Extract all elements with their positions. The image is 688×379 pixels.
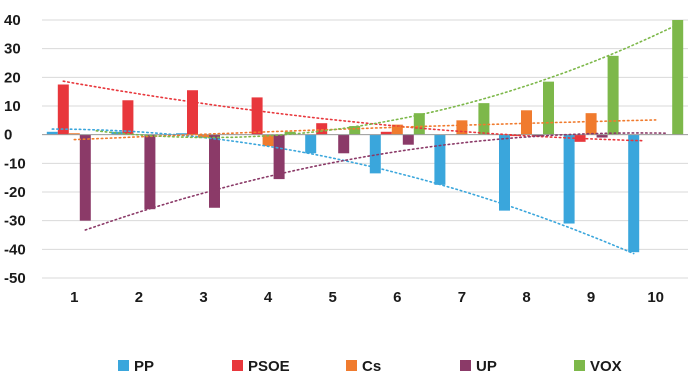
- x-tick-label: 4: [264, 289, 273, 306]
- bar-cs-6: [391, 124, 403, 135]
- legend: PP PSOE Cs UP VOX: [118, 358, 622, 375]
- bar-pp-5: [305, 134, 317, 154]
- legend-swatch-cs: [346, 360, 357, 371]
- trendlines: [51, 23, 679, 255]
- y-tick-label: 0: [4, 127, 12, 144]
- x-axis: 1 2 3 4 5 6 7 8 9 10: [70, 289, 664, 306]
- legend-label-pp: PP: [134, 358, 154, 375]
- x-tick-label: 7: [458, 289, 466, 306]
- x-tick-label: 5: [329, 289, 337, 306]
- bar-psoe-6: [380, 131, 392, 135]
- bar-pp-9: [563, 134, 575, 224]
- legend-swatch-pp: [118, 360, 129, 371]
- x-tick-label: 8: [522, 289, 530, 306]
- bar-psoe-1: [57, 84, 69, 135]
- bar-cs-3: [198, 134, 209, 138]
- gridlines: [42, 19, 688, 279]
- bar-vox-6: [413, 113, 425, 135]
- bar-psoe-9: [574, 134, 586, 142]
- bar-psoe-5: [316, 123, 328, 135]
- bar-vox-7: [478, 103, 490, 135]
- bar-pp-6: [369, 134, 381, 174]
- x-tick-label: 10: [647, 289, 664, 306]
- x-tick-label: 2: [135, 289, 143, 306]
- y-tick-label: -20: [4, 184, 26, 201]
- bar-up-1: [79, 134, 91, 221]
- bar-pp-10: [628, 134, 640, 253]
- bar-psoe-2: [122, 100, 134, 135]
- bar-psoe-4: [251, 97, 263, 135]
- legend-swatch-vox: [574, 360, 585, 371]
- y-tick-label: -40: [4, 241, 26, 258]
- trendline-psoe: [62, 80, 646, 142]
- bar-psoe-3: [187, 90, 198, 135]
- legend-label-vox: VOX: [590, 358, 622, 375]
- bars: [46, 20, 684, 253]
- bar-pp-8: [499, 134, 510, 211]
- bar-vox-8: [543, 81, 554, 135]
- bar-pp-7: [434, 134, 446, 185]
- y-tick-label: 20: [4, 69, 21, 86]
- x-tick-label: 3: [199, 289, 207, 306]
- y-axis: 40 30 20 10 0 -10 -20 -30 -40 -50: [4, 12, 26, 287]
- legend-swatch-up: [460, 360, 471, 371]
- x-tick-label: 1: [70, 289, 78, 306]
- y-tick-label: -50: [4, 270, 26, 287]
- bar-up-3: [209, 134, 220, 208]
- bar-vox-4: [284, 131, 296, 135]
- bar-cs-8: [521, 110, 532, 135]
- bar-up-2: [144, 134, 156, 210]
- x-tick-label: 9: [587, 289, 595, 306]
- y-tick-label: 30: [4, 41, 21, 58]
- legend-swatch-psoe: [232, 360, 243, 371]
- bar-up-4: [273, 134, 285, 180]
- y-tick-label: -30: [4, 213, 26, 230]
- bar-up-8: [532, 134, 543, 137]
- bar-pp-3: [176, 133, 187, 135]
- x-tick-label: 6: [393, 289, 401, 306]
- bar-vox-9: [607, 55, 619, 135]
- bar-up-5: [338, 134, 350, 154]
- bar-vox-5: [349, 126, 361, 135]
- bar-cs-4: [262, 134, 274, 147]
- bar-up-9: [596, 134, 608, 138]
- trendline-vox: [95, 23, 679, 139]
- legend-label-cs: Cs: [362, 358, 381, 375]
- bar-up-6: [402, 134, 414, 145]
- y-tick-label: 10: [4, 98, 21, 115]
- y-tick-label: 40: [4, 12, 21, 29]
- legend-label-up: UP: [476, 358, 497, 375]
- bar-cs-7: [456, 120, 468, 135]
- bar-cs-9: [585, 113, 597, 135]
- legend-label-psoe: PSOE: [248, 358, 290, 375]
- bar-cs-1: [68, 133, 80, 135]
- bar-pp-2: [111, 131, 123, 135]
- bar-pp-1: [46, 131, 58, 135]
- y-tick-label: -10: [4, 155, 26, 172]
- bar-vox-10: [672, 20, 684, 135]
- trendline-up: [84, 132, 668, 231]
